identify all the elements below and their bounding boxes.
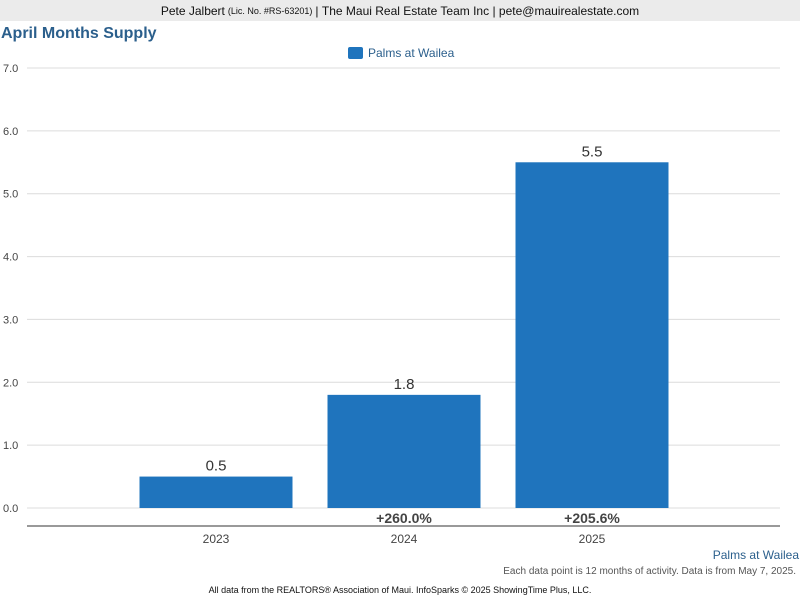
y-tick-label: 5.0 [3, 189, 18, 201]
bar-2024[interactable] [327, 394, 481, 508]
legend-swatch [348, 47, 363, 59]
series-footer-label: Palms at Wailea [712, 548, 799, 562]
chart-title: April Months Supply [1, 25, 157, 42]
y-tick-label: 3.0 [3, 314, 18, 326]
agent-email: pete@mauirealestate.com [498, 3, 640, 18]
legend-label: Palms at Wailea [368, 46, 455, 60]
bar-2023[interactable] [139, 476, 293, 508]
legend[interactable]: Palms at Wailea [348, 46, 454, 60]
y-tick-label: 6.0 [3, 126, 18, 138]
data-label: 0.5 [206, 458, 227, 475]
data-label: 5.5 [582, 143, 603, 160]
bar-2025[interactable] [515, 162, 669, 509]
header-bar: Pete Jalbert (Lic. No. #RS-63201) | The … [0, 0, 800, 21]
data-label: 1.8 [394, 376, 415, 393]
y-tick-label: 1.0 [3, 440, 18, 452]
x-tick-label: 2024 [391, 532, 418, 546]
y-tick-label: 7.0 [3, 63, 18, 75]
header-separator: | [315, 3, 319, 18]
x-tick-label: 2025 [579, 532, 606, 546]
header-separator: | [492, 3, 496, 18]
change-label: +205.6% [564, 510, 620, 526]
agent-name: Pete Jalbert [160, 3, 225, 18]
y-tick-label: 0.0 [3, 503, 18, 515]
source-footer: All data from the REALTORS® Association … [208, 585, 592, 595]
data-note: Each data point is 12 months of activity… [503, 566, 796, 577]
company-name: The Maui Real Estate Team Inc [321, 3, 490, 18]
x-tick-label: 2023 [203, 532, 230, 546]
y-tick-label: 4.0 [3, 252, 18, 264]
change-label: +260.0% [376, 510, 432, 526]
y-tick-label: 2.0 [3, 377, 18, 389]
license-number: (Lic. No. #RS-63201) [227, 5, 313, 16]
